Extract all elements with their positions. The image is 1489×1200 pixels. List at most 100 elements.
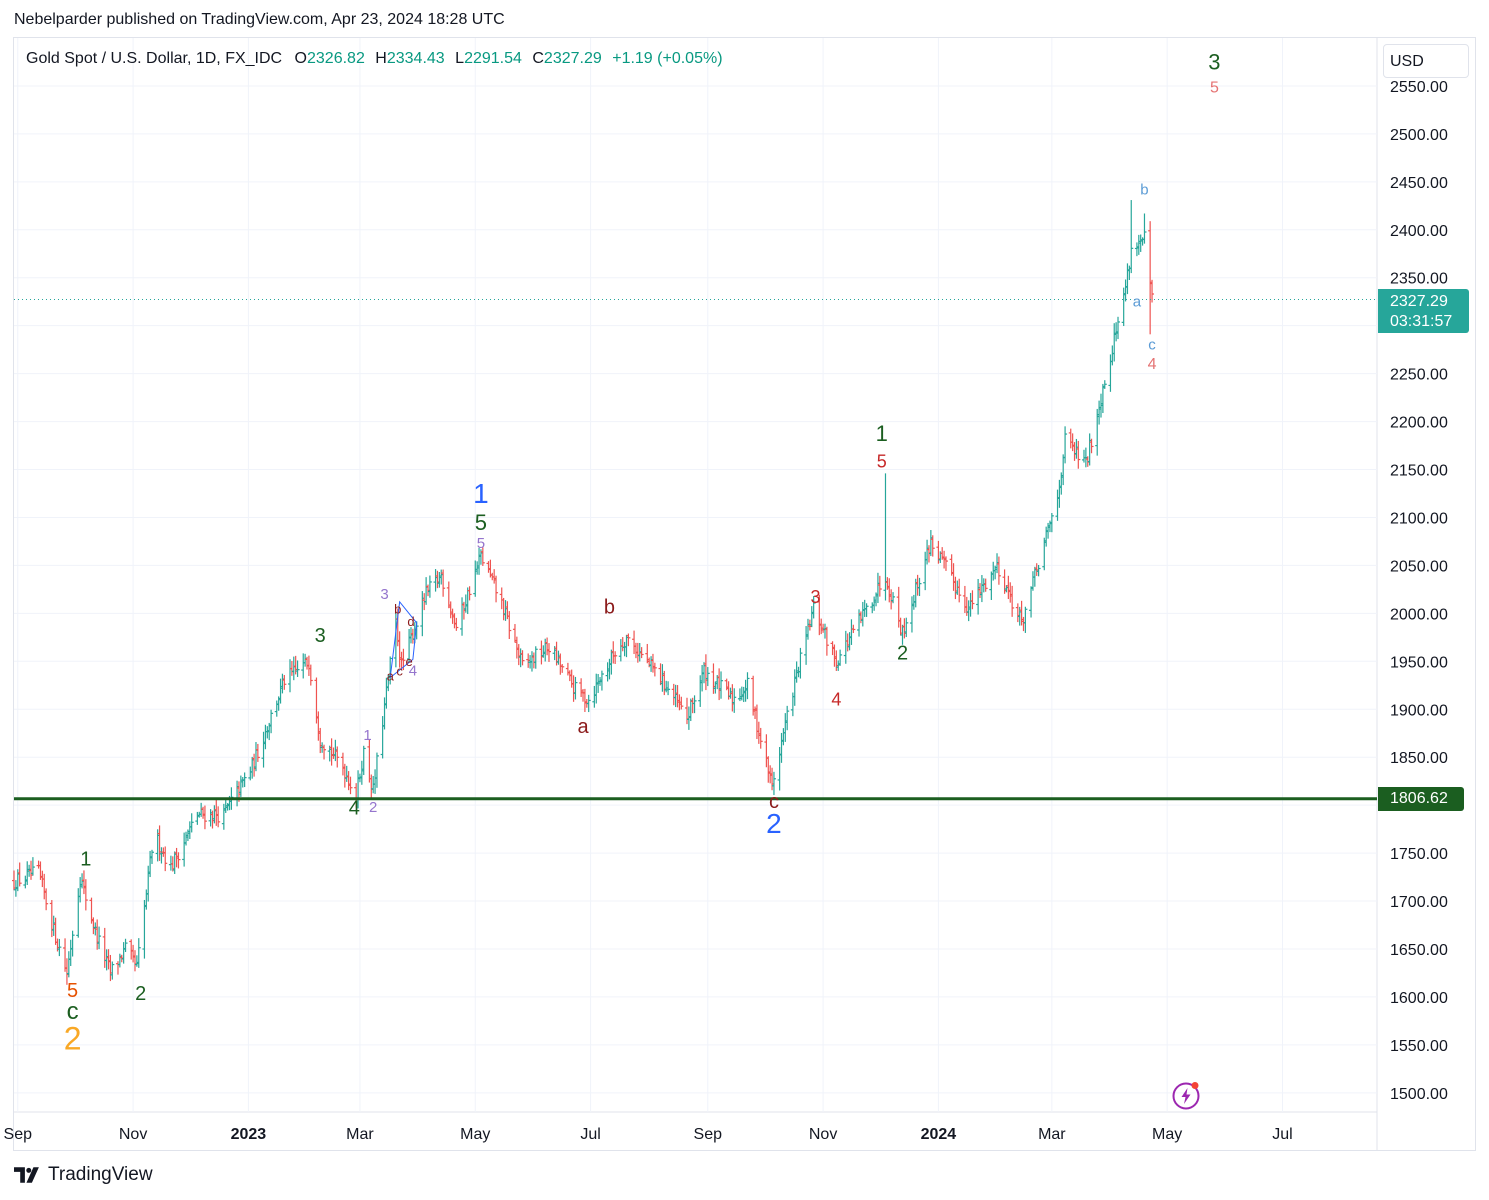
x-tick-label: May bbox=[1152, 1126, 1182, 1143]
ohlc-bar bbox=[811, 596, 816, 619]
wave-label[interactable]: 2 bbox=[897, 642, 908, 664]
symbol-name: Gold Spot / U.S. Dollar, 1D, FX_IDC bbox=[26, 50, 283, 67]
low-label: L bbox=[455, 50, 465, 67]
footer-brand-name: TradingView bbox=[48, 1164, 153, 1185]
x-tick-label: 2023 bbox=[231, 1126, 267, 1143]
ohlc-bar bbox=[335, 746, 340, 768]
wave-label[interactable]: c bbox=[769, 791, 779, 813]
ohlc-bar bbox=[719, 671, 724, 699]
wave-label[interactable]: 1 bbox=[80, 849, 91, 871]
chart-frame[interactable] bbox=[13, 37, 1476, 1151]
last-price-tag: 2327.29 03:31:57 bbox=[1378, 288, 1469, 333]
ohlc-bar bbox=[533, 646, 538, 669]
ohlc-bar bbox=[1102, 380, 1107, 389]
price-axis[interactable]: 1500.00 1550.00 1600.00 1650.00 1700.00 1750.… bbox=[1390, 79, 1448, 1103]
wave-label[interactable]: 1 bbox=[876, 421, 888, 446]
support-level-tag: 1806.62 bbox=[1378, 786, 1464, 811]
wave-label[interactable]: d bbox=[407, 614, 414, 629]
close-label: C bbox=[532, 50, 544, 67]
time-axis[interactable]: Sep Nov 2023 Mar May Jul Sep Nov 2024 Mar May Jul bbox=[4, 1126, 1293, 1143]
lightning-icon[interactable] bbox=[1171, 1081, 1201, 1111]
wave-label[interactable]: 2 bbox=[369, 799, 377, 816]
ohlc-bars bbox=[12, 200, 1155, 985]
ohlc-bar bbox=[70, 930, 75, 957]
ohlc-bar bbox=[44, 888, 49, 911]
wave-label[interactable]: 3 bbox=[315, 625, 326, 647]
ohlc-bar bbox=[83, 879, 88, 911]
wave-label[interactable]: 5 bbox=[477, 535, 485, 552]
footer-brand[interactable]: TradingView bbox=[14, 1164, 153, 1186]
wave-label[interactable]: c bbox=[396, 664, 403, 679]
ohlc-bar bbox=[242, 772, 247, 788]
ohlc-bar bbox=[679, 696, 684, 710]
wave-label[interactable]: 3 bbox=[380, 586, 388, 603]
wave-label[interactable]: 4 bbox=[409, 663, 417, 680]
ohlc-bar bbox=[467, 586, 472, 601]
wave-label[interactable]: 1 bbox=[473, 478, 489, 509]
attribution-header: Nebelparder published on TradingView.com… bbox=[14, 11, 505, 28]
wave-label[interactable]: 1 bbox=[363, 727, 371, 744]
wave-label[interactable]: 5 bbox=[1210, 80, 1219, 97]
y-tick-label: 1850.00 bbox=[1390, 750, 1448, 767]
wave-label[interactable]: 4 bbox=[349, 798, 360, 820]
ohlc-bar bbox=[745, 672, 750, 700]
wave-label[interactable]: a bbox=[1133, 294, 1142, 311]
low-value: 2291.54 bbox=[464, 50, 522, 67]
y-tick-label: 1550.00 bbox=[1390, 1038, 1448, 1055]
x-tick-label: Nov bbox=[119, 1126, 147, 1143]
horizontal-lines[interactable] bbox=[14, 299, 1379, 801]
wave-label[interactable]: 2 bbox=[64, 1021, 82, 1057]
wave-label[interactable]: b bbox=[394, 601, 401, 616]
wave-label[interactable]: 4 bbox=[1148, 356, 1157, 373]
ohlc-bar bbox=[705, 667, 710, 687]
ohlc-bar bbox=[573, 676, 578, 700]
ohlc-bar bbox=[785, 705, 790, 731]
ohlc-bar bbox=[136, 938, 141, 968]
wave-label[interactable]: 2 bbox=[135, 983, 146, 1005]
ohlc-bar bbox=[838, 649, 843, 666]
wave-label[interactable]: 5 bbox=[877, 452, 887, 472]
ohlc-bar bbox=[361, 745, 366, 776]
wave-label[interactable]: 3 bbox=[811, 587, 821, 607]
x-tick-label: Mar bbox=[1038, 1126, 1066, 1143]
wave-label[interactable]: 4 bbox=[831, 689, 841, 709]
ohlc-bar bbox=[282, 675, 287, 690]
wave-label[interactable]: a bbox=[387, 668, 395, 683]
wave-label[interactable]: e bbox=[405, 654, 412, 669]
ohlc-bar bbox=[798, 647, 803, 679]
ohlc-bar bbox=[904, 617, 909, 638]
wave-label[interactable]: 2 bbox=[766, 808, 782, 839]
wave-label[interactable]: 5 bbox=[67, 980, 78, 1002]
ohlc-bar bbox=[599, 670, 604, 691]
wave-label[interactable]: 3 bbox=[1208, 50, 1220, 75]
drawings[interactable] bbox=[389, 600, 418, 678]
currency-button[interactable]: USD bbox=[1383, 44, 1469, 78]
wave-label[interactable]: c bbox=[67, 998, 79, 1025]
ohlc-bar bbox=[1129, 200, 1134, 274]
ohlc-bar bbox=[891, 592, 896, 604]
ohlc-bar bbox=[441, 569, 446, 597]
ohlc-bar bbox=[666, 681, 671, 696]
symbol-legend: Gold Spot / U.S. Dollar, 1D, FX_IDC O232… bbox=[26, 50, 723, 68]
ohlc-bar bbox=[97, 926, 102, 950]
wave-label[interactable]: 5 bbox=[475, 510, 487, 535]
ohlc-bar bbox=[930, 535, 935, 557]
ohlc-bar bbox=[150, 849, 155, 864]
ohlc-bar bbox=[996, 556, 1001, 585]
tradingview-logo-icon bbox=[14, 1167, 39, 1183]
ohlc-bar bbox=[1063, 426, 1068, 464]
wave-label[interactable]: a bbox=[577, 716, 589, 738]
ohlc-bar bbox=[1076, 440, 1081, 469]
y-tick-label: 2450.00 bbox=[1390, 175, 1448, 192]
ohlc-bar bbox=[123, 938, 128, 953]
ohlc-bar bbox=[163, 846, 168, 872]
ohlc-bar bbox=[454, 617, 459, 631]
wave-label[interactable]: b bbox=[604, 596, 615, 618]
ohlc-bar bbox=[692, 695, 697, 714]
x-tick-label: Jul bbox=[1272, 1126, 1292, 1143]
wave-label[interactable]: b bbox=[1140, 181, 1148, 198]
wave-label[interactable]: c bbox=[1148, 337, 1156, 354]
ohlc-bar bbox=[639, 647, 644, 659]
